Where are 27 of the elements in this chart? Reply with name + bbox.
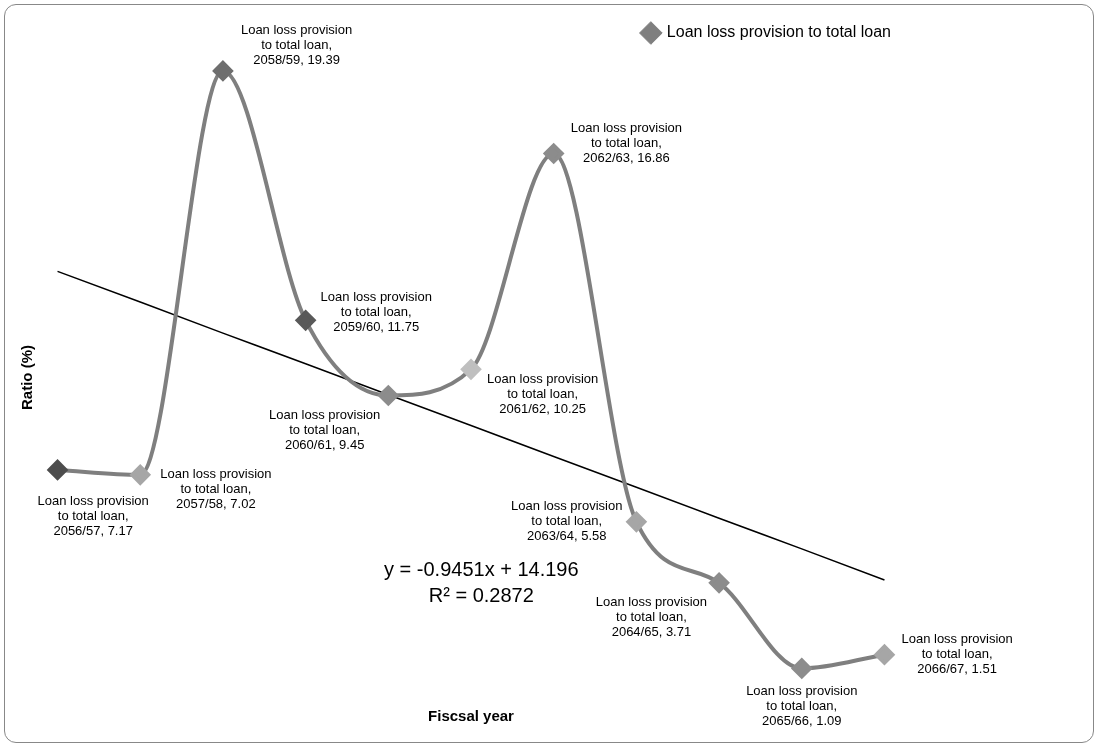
point	[212, 60, 233, 81]
annotation: R² = 0.2872	[428, 583, 534, 606]
data-label: Loan loss provision to total loan, 2063/64, 5.58	[511, 498, 623, 544]
data-label: Loan loss provision to total loan, 2060/61, 9.45	[269, 407, 381, 453]
data-label: Loan loss provision to total loan, 2057/58, 7.02	[160, 466, 272, 512]
point	[47, 459, 68, 480]
point	[378, 385, 399, 406]
data-label: Loan loss provision to total loan, 2059/60, 11.75	[320, 288, 432, 334]
x-axis-title: Fiscsal year	[428, 707, 515, 725]
data-label: Loan loss provision to total loan, 2056/57, 7.17	[37, 493, 149, 539]
point	[874, 644, 895, 665]
legend-label: Loan loss provision to total loan	[666, 23, 891, 41]
point	[461, 359, 481, 380]
data-label: Loan loss provision to total loan, 2064/65, 3.71	[595, 594, 708, 640]
point	[791, 658, 812, 679]
point	[130, 464, 151, 485]
data-label: Loan loss provision to total loan, 2062/63, 16.86	[570, 120, 682, 166]
data-label: Loan loss provision to total loan, 2061/62, 10.25	[487, 370, 599, 416]
annotation: y = -0.9451x + 14.196	[384, 557, 579, 580]
point	[543, 143, 564, 164]
point	[709, 572, 730, 593]
point	[626, 511, 647, 532]
data-label: Loan loss provision to total loan, 2066/67, 1.51	[901, 631, 1013, 677]
point	[295, 310, 316, 331]
data-label: Loan loss provision to total loan, 2065/66, 1.09	[746, 682, 858, 728]
y-axis-title: Ratio (%)	[18, 345, 36, 410]
data-label: Loan loss provision to total loan, 2058/59, 19.39	[240, 22, 353, 68]
